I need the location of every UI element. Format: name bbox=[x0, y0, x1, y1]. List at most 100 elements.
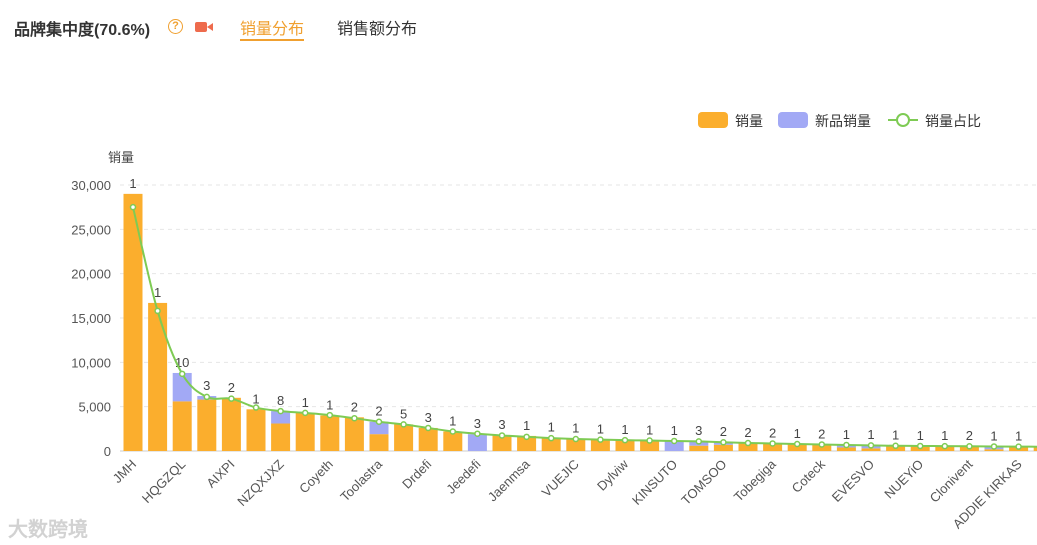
bar-count-label: 1 bbox=[326, 398, 333, 413]
x-tick-label: Clonivent bbox=[927, 456, 976, 505]
bar-sales bbox=[689, 445, 709, 451]
sales-share-point bbox=[646, 437, 653, 444]
x-tick-label: JMH bbox=[110, 457, 139, 486]
bar-sales bbox=[517, 435, 537, 451]
bar-sales bbox=[738, 443, 758, 451]
sales-share-point bbox=[966, 443, 973, 450]
bar-count-label: 3 bbox=[203, 378, 210, 393]
legend-dot-sales-share bbox=[896, 113, 910, 127]
sales-share-point bbox=[252, 404, 260, 411]
sales-share-point bbox=[400, 421, 407, 428]
bar-sales bbox=[123, 193, 143, 451]
bar-sales bbox=[492, 435, 512, 451]
x-tick-label: HQGZQL bbox=[139, 457, 188, 506]
bar-new-sales bbox=[664, 440, 684, 451]
bar-count-label: 2 bbox=[375, 404, 382, 419]
bar-count-label: 2 bbox=[351, 399, 358, 414]
x-tick-label: Coteck bbox=[789, 456, 829, 496]
bar-count-label: 1 bbox=[941, 428, 948, 443]
x-tick-label: KINSUTO bbox=[629, 457, 680, 508]
y-tick-label: 10,000 bbox=[71, 355, 111, 370]
y-tick-label: 0 bbox=[104, 444, 111, 459]
sales-share-point bbox=[621, 436, 629, 444]
bar-count-label: 1 bbox=[917, 428, 924, 443]
sales-share-point bbox=[154, 307, 161, 315]
bar-count-label: 1 bbox=[129, 176, 136, 191]
tab-sales-distribution[interactable]: 销量分布 bbox=[240, 21, 305, 38]
y-tick-label: 25,000 bbox=[71, 222, 111, 237]
bar-count-label: 1 bbox=[252, 391, 259, 406]
sales-share-point bbox=[769, 440, 776, 447]
x-tick-label: TOMSOO bbox=[678, 457, 729, 508]
sales-share-point bbox=[843, 441, 850, 449]
bar-sales bbox=[443, 431, 463, 451]
x-tick-label: Jaenmsa bbox=[485, 456, 533, 504]
bar-count-label: 8 bbox=[277, 393, 284, 408]
bar-count-label: 5 bbox=[400, 406, 407, 421]
bar-sales bbox=[344, 417, 364, 451]
tab-revenue-distribution[interactable]: 销售额分布 bbox=[337, 21, 418, 38]
bar-count-label: 1 bbox=[990, 428, 997, 443]
sales-share-point bbox=[941, 442, 949, 450]
sales-share-point bbox=[867, 442, 875, 449]
y-axis-label: 销量 bbox=[108, 150, 134, 165]
bar-count-label: 3 bbox=[425, 410, 432, 425]
bar-count-label: 3 bbox=[695, 423, 702, 438]
sales-share-point bbox=[326, 411, 334, 419]
bar-count-label: 1 bbox=[572, 421, 579, 436]
x-tick-label: AIXPI bbox=[203, 457, 237, 491]
sales-share-point bbox=[277, 407, 284, 415]
bar-sales bbox=[197, 399, 217, 451]
sales-share-point bbox=[744, 439, 752, 447]
sales-share-line bbox=[132, 206, 1037, 448]
sales-share-point bbox=[547, 434, 555, 442]
x-tick-label: NUEYiO bbox=[881, 457, 926, 502]
bar-new-sales bbox=[271, 411, 291, 424]
bar-sales bbox=[763, 443, 783, 451]
x-tick-label: Jeedefi bbox=[443, 456, 483, 496]
sales-share-point bbox=[990, 443, 998, 450]
bar-count-label: 3 bbox=[498, 417, 505, 432]
y-tick-label: 5,000 bbox=[78, 400, 111, 415]
sales-share-point bbox=[572, 435, 580, 443]
bar-sales bbox=[369, 434, 389, 451]
bar-sales bbox=[713, 444, 733, 451]
sales-share-point bbox=[523, 433, 530, 441]
bar-count-label: 3 bbox=[474, 416, 481, 431]
bar-count-label: 2 bbox=[818, 426, 825, 441]
help-icon[interactable]: ? bbox=[168, 19, 183, 34]
sales-share-point bbox=[301, 409, 309, 417]
chart-legend: 销量 新品销量 销量占比 bbox=[0, 110, 1037, 130]
active-tab-underline bbox=[240, 39, 304, 41]
bar-sales bbox=[148, 302, 168, 451]
x-tick-label: Dylviw bbox=[594, 456, 632, 494]
bar-count-label: 1 bbox=[843, 427, 850, 442]
bar-sales bbox=[640, 440, 660, 451]
bar-sales bbox=[836, 447, 856, 451]
bar-count-label: 2 bbox=[966, 428, 973, 443]
bar-sales bbox=[320, 415, 340, 451]
bar-sales bbox=[541, 437, 561, 451]
bar-sales bbox=[172, 401, 192, 451]
bar-sales bbox=[1033, 446, 1037, 451]
bar-new-sales bbox=[467, 434, 487, 451]
legend-label-new-sales: 新品销量 bbox=[815, 113, 871, 129]
sales-share-point bbox=[228, 395, 235, 402]
bar-count-label: 1 bbox=[1015, 429, 1022, 444]
sales-share-point bbox=[597, 436, 604, 443]
x-tick-label: Coyeth bbox=[296, 457, 336, 497]
bar-sales bbox=[984, 449, 1004, 451]
sales-share-point bbox=[203, 393, 211, 401]
sales-share-point bbox=[720, 439, 727, 446]
bar-sales bbox=[590, 439, 610, 451]
bar-count-label: 1 bbox=[154, 285, 161, 300]
video-icon[interactable] bbox=[195, 21, 213, 33]
x-tick-label: VUEJIC bbox=[539, 457, 582, 500]
bar-sales bbox=[295, 412, 315, 451]
bar-line-chart: 销量 0 5,000 10,000 15,000 20,000 25,000 30,000 1 1… bbox=[71, 150, 1037, 531]
bar-sales bbox=[221, 397, 241, 451]
bar-sales bbox=[861, 448, 881, 451]
bar-sales bbox=[246, 409, 266, 451]
bar-count-label: 1 bbox=[646, 422, 653, 437]
sales-share-point bbox=[129, 203, 137, 211]
